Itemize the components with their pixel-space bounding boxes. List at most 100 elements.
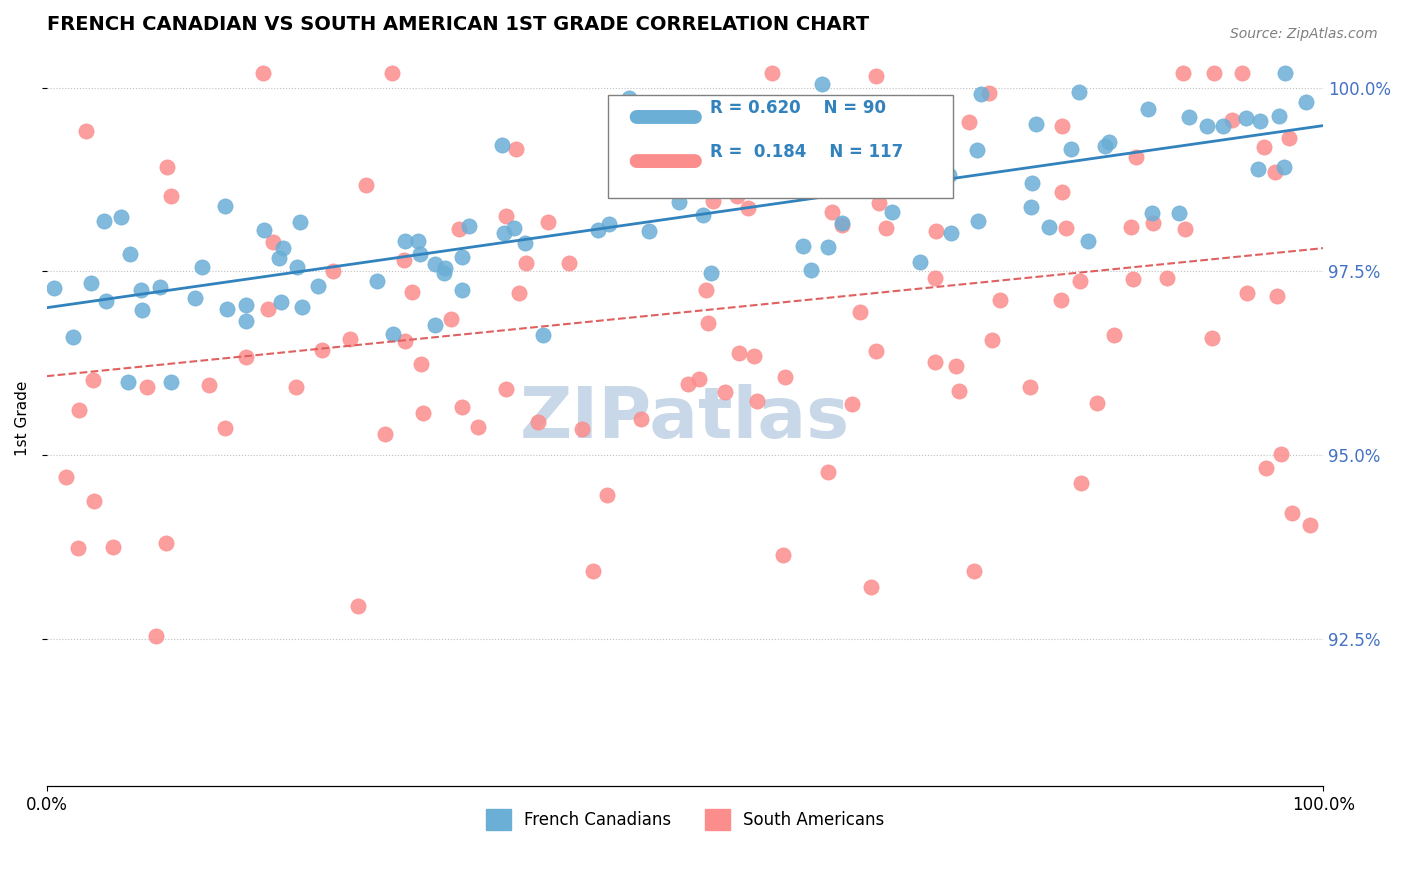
Point [129,283,152,297]
Point [531,328,554,343]
Point [596,488,619,502]
Point [1094,139,1116,153]
Point [737,201,759,215]
Point [790,150,813,164]
Point [821,204,844,219]
Point [311,343,333,357]
Point [1125,150,1147,164]
Point [945,359,967,374]
Point [495,382,517,396]
Point [503,220,526,235]
Point [285,260,308,274]
Point [831,216,853,230]
Point [117,375,139,389]
Point [257,301,280,316]
Point [849,305,872,319]
Legend: French Canadians, South Americans: French Canadians, South Americans [479,803,891,836]
Point [381,66,404,80]
Point [394,334,416,349]
Point [1295,95,1317,110]
Point [875,220,897,235]
Point [967,214,990,228]
Point [938,168,960,182]
Point [94,294,117,309]
Point [1254,461,1277,475]
Point [725,189,748,203]
Point [198,377,221,392]
Point [495,209,517,223]
Point [339,332,361,346]
Point [160,375,183,389]
Point [988,293,1011,307]
Point [145,629,167,643]
Point [803,161,825,175]
Point [270,294,292,309]
Point [505,142,527,156]
Point [55,469,77,483]
Point [83,493,105,508]
Point [1281,507,1303,521]
Point [101,540,124,554]
Point [537,215,560,229]
Point [1050,119,1073,133]
Point [697,316,720,330]
Point [382,326,405,341]
Point [1137,102,1160,116]
Point [1234,111,1257,125]
Point [706,145,728,160]
Text: Source: ZipAtlas.com: Source: ZipAtlas.com [1230,27,1378,41]
Point [62,330,84,344]
Point [931,182,953,196]
Point [1278,130,1301,145]
Point [1171,66,1194,80]
Point [763,170,786,185]
Point [1067,85,1090,99]
Point [924,271,946,285]
Point [908,255,931,269]
Point [1142,205,1164,219]
Point [394,234,416,248]
Point [322,264,344,278]
Point [235,350,257,364]
Point [1122,271,1144,285]
Point [1299,518,1322,533]
Point [354,178,377,192]
Point [966,143,988,157]
Point [235,314,257,328]
Point [1274,66,1296,80]
Point [110,210,132,224]
Point [262,235,284,249]
Point [882,205,904,219]
Y-axis label: 1st Grade: 1st Grade [15,381,30,456]
Point [957,115,980,129]
Point [271,241,294,255]
Point [695,283,717,297]
Point [374,426,396,441]
Point [970,87,993,101]
Point [118,247,141,261]
Point [1249,114,1271,128]
Point [1230,66,1253,80]
Point [859,580,882,594]
Point [1050,293,1073,308]
Point [598,217,620,231]
Point [412,407,434,421]
Point [1069,274,1091,288]
Point [284,380,307,394]
Point [423,257,446,271]
Point [932,145,955,159]
Point [948,384,970,398]
Point [42,281,65,295]
Point [183,291,205,305]
Point [799,119,821,133]
Point [290,301,312,315]
Point [527,416,550,430]
Point [1212,119,1234,133]
Point [458,219,481,234]
Point [467,419,489,434]
Point [1270,447,1292,461]
Point [1102,327,1125,342]
Point [1059,142,1081,156]
Point [93,213,115,227]
Point [676,113,699,128]
